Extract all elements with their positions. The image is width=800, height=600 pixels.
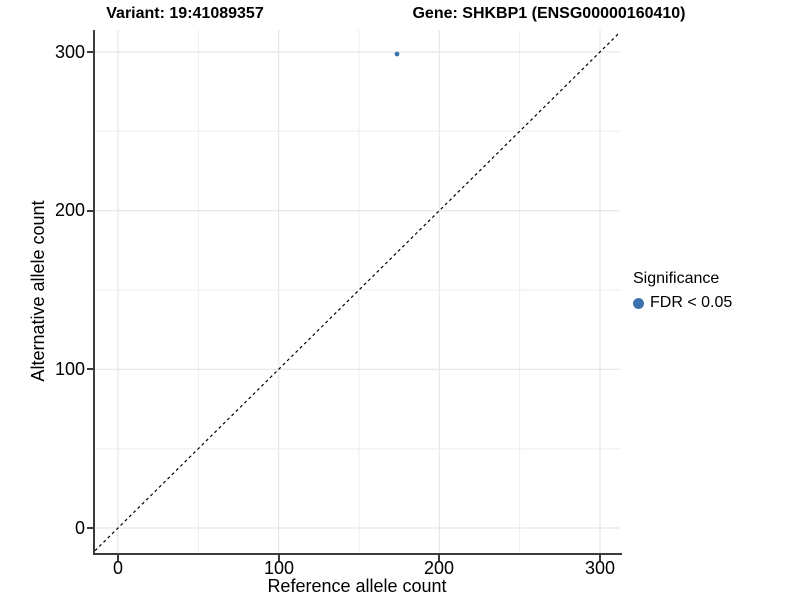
x-tick-300 [599,555,601,561]
identity-line [94,31,621,552]
y-tick-label: 300 [54,42,85,62]
legend-entry-label: FDR < 0.05 [650,294,733,311]
y-tick-100 [87,368,93,370]
y-tick-label: 200 [54,200,85,220]
x-tick-200 [438,555,440,561]
x-tick-0 [117,555,119,561]
variant-title: Variant: 19:41089357 [106,5,264,22]
plot-panel [94,30,621,553]
x-tick-label: 0 [112,558,123,578]
y-tick-300 [87,51,93,53]
legend-entry: FDR < 0.05 [633,294,732,312]
x-axis-line [93,553,622,555]
y-tick-0 [87,527,93,529]
y-tick-200 [87,210,93,212]
x-tick-label: 300 [584,558,616,578]
plot-canvas [94,30,621,553]
x-axis-title: Reference allele count [267,576,447,596]
gene-title: Gene: SHKBP1 (ENSG00000160410) [412,5,686,22]
legend-point-icon [633,297,644,309]
y-axis-line [93,30,95,555]
legend: Significance FDR < 0.05 [633,270,732,312]
y-tick-label: 100 [54,359,85,379]
x-tick-label: 100 [263,558,295,578]
x-tick-label: 200 [423,558,455,578]
legend-title: Significance [633,270,720,287]
x-tick-100 [278,555,280,561]
y-tick-label: 0 [74,518,85,538]
y-axis-title: Alternative allele count [28,200,48,382]
data-point [394,51,400,57]
